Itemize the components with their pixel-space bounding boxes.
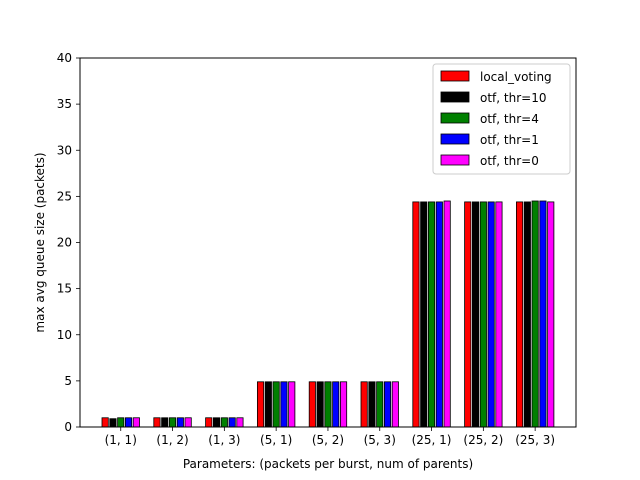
y-tick-label: 30: [57, 143, 72, 157]
legend-label: local_voting: [480, 70, 552, 84]
bar: [339, 381, 348, 428]
legend-swatch: [440, 70, 470, 82]
x-tick-label: (5, 3): [364, 433, 396, 447]
legend-label: otf, thr=1: [480, 133, 539, 147]
x-axis-label: Parameters: (packets per burst, num of p…: [183, 457, 473, 471]
bar: [168, 417, 177, 428]
bar: [220, 417, 228, 428]
bar: [308, 381, 316, 428]
legend-label: otf, thr=4: [480, 112, 539, 126]
bar: [109, 418, 117, 428]
bar: [236, 417, 244, 428]
y-tick-label: 0: [64, 420, 72, 434]
bars-group: [101, 200, 555, 428]
legend-label: otf, thr=0: [480, 154, 539, 168]
bar: [531, 200, 539, 428]
x-tick-label: (1, 2): [156, 433, 188, 447]
bar: [101, 417, 109, 428]
bar: [272, 381, 280, 428]
bar: [280, 381, 288, 428]
bar: [464, 201, 472, 428]
x-tick-label: (25, 2): [463, 433, 503, 447]
legend: local_voting otf, thr=10 otf, thr=4 otf, th…: [432, 63, 571, 175]
y-tick-label: 10: [57, 328, 72, 342]
x-tick-label: (1, 1): [105, 433, 137, 447]
legend-label: otf, thr=10: [480, 91, 546, 105]
legend-swatch: [440, 91, 470, 103]
bar: [420, 201, 428, 428]
y-tick-label: 25: [57, 189, 72, 203]
bar: [117, 417, 125, 428]
bar: [288, 381, 296, 428]
bar: [487, 201, 495, 428]
y-tick-label: 5: [64, 374, 72, 388]
bar: [176, 417, 184, 428]
x-tick-label: (25, 1): [412, 433, 452, 447]
bar: [316, 381, 324, 428]
bar: [547, 201, 555, 428]
bar: [324, 381, 332, 428]
x-tick-label: (1, 3): [208, 433, 240, 447]
bar: [516, 201, 524, 428]
legend-swatch: [440, 112, 470, 124]
bar: [161, 417, 169, 428]
bar: [383, 381, 392, 428]
bar: [443, 200, 451, 428]
bar: [256, 381, 265, 428]
bar: [412, 201, 420, 428]
y-axis: 0 5 10 15 20 25 30 35 40: [57, 51, 80, 434]
y-tick-label: 40: [57, 51, 72, 65]
bar: [184, 417, 192, 428]
bar: [132, 417, 140, 428]
x-tick-label: (5, 2): [312, 433, 344, 447]
legend-box: [432, 63, 571, 175]
bar: [495, 201, 503, 428]
bar: [435, 201, 443, 428]
bar: [125, 417, 133, 428]
bar: [479, 201, 487, 428]
y-tick-label: 15: [57, 282, 72, 296]
bar: [228, 417, 236, 428]
bar: [332, 381, 340, 428]
y-axis-label: max avg queue size (packets): [33, 152, 47, 332]
bar: [539, 200, 547, 428]
x-axis: (1, 1) (1, 2) (1, 3) (5, 1) (5, 2) (5, 3) (25,…: [105, 427, 555, 447]
bar: [376, 381, 384, 428]
bar: [391, 381, 399, 428]
x-tick-label: (5, 1): [260, 433, 292, 447]
legend-swatch: [440, 154, 470, 166]
legend-swatch: [440, 133, 470, 145]
bar: [427, 201, 436, 428]
bar: [153, 417, 161, 428]
bar: [523, 201, 531, 428]
bar: [471, 201, 480, 428]
bar: [264, 381, 272, 428]
bar: [205, 417, 213, 428]
y-tick-label: 35: [57, 97, 72, 111]
bar: [368, 381, 376, 428]
x-tick-label: (25, 3): [515, 433, 555, 447]
bar: [360, 381, 368, 428]
bar: [212, 417, 221, 428]
y-tick-label: 20: [57, 236, 72, 250]
